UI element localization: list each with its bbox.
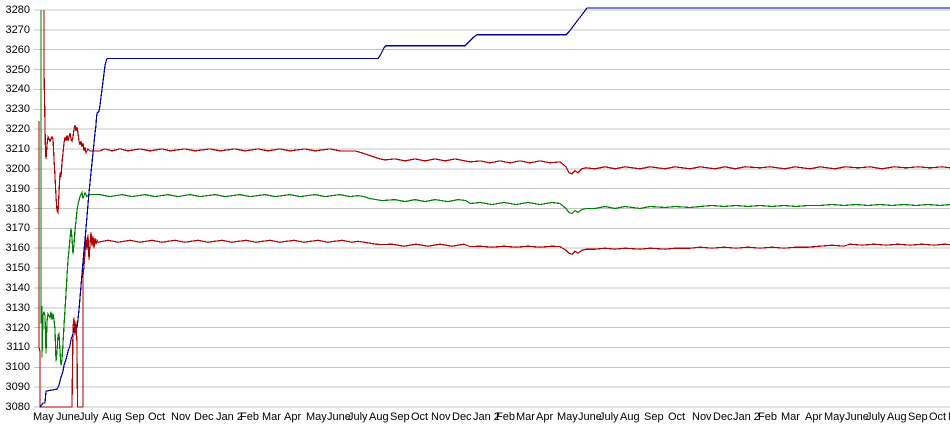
- x-tick-label: Dec: [194, 411, 214, 423]
- y-tick-label: 3230: [5, 103, 30, 116]
- x-tick-label: Aug: [887, 411, 907, 423]
- y-tick-label: 3080: [5, 401, 30, 413]
- y-tick-label: 3090: [5, 381, 30, 394]
- y-tick-label: 3210: [5, 142, 30, 155]
- x-tick-label: Sep: [125, 411, 145, 423]
- x-tick-label: Nov: [692, 411, 712, 423]
- series-green-line: [40, 10, 950, 366]
- x-tick-label: Aug: [369, 411, 389, 423]
- gridlines: [34, 9, 950, 408]
- y-tick-label: 3250: [5, 63, 30, 76]
- series-blue-stepped-line: [39, 7, 950, 408]
- x-tick-label: Apr: [536, 411, 554, 423]
- x-tick-label: July: [866, 411, 886, 423]
- x-tick-label: Sep: [390, 411, 410, 423]
- y-tick-label: 3140: [5, 281, 30, 294]
- x-tick-label: Sep: [908, 411, 928, 423]
- x-tick-label: Jan 2: [733, 411, 760, 423]
- x-tick-label: Aug: [102, 411, 122, 423]
- x-tick-label: Feb: [496, 411, 515, 423]
- x-tick-label: Oct: [929, 411, 947, 423]
- x-tick-label: July: [599, 411, 619, 423]
- x-tick-label: May: [33, 411, 54, 423]
- y-tick-label: 3150: [5, 262, 30, 275]
- x-tick-label: Nov: [948, 411, 950, 423]
- x-tick-label: Sep: [644, 411, 664, 423]
- y-tick-label: 3280: [5, 4, 30, 16]
- x-tick-label: July: [79, 411, 99, 423]
- x-tick-label: June: [327, 411, 351, 423]
- x-tick-label: Mar: [262, 411, 281, 423]
- x-tick-label: Oct: [411, 411, 429, 423]
- x-tick-label: June: [845, 411, 869, 423]
- y-tick-label: 3240: [5, 83, 30, 96]
- y-tick-label: 3100: [5, 361, 30, 374]
- x-tick-label: May: [824, 411, 845, 423]
- series-lines: [38, 7, 950, 408]
- x-tick-label: Jan 2: [473, 411, 500, 423]
- x-tick-label: Apr: [805, 411, 823, 423]
- x-tick-label: Feb: [758, 411, 777, 423]
- x-tick-label: May: [306, 411, 327, 423]
- x-tick-label: Nov: [171, 411, 191, 423]
- x-tick-label: July: [348, 411, 368, 423]
- x-tick-label: Dec: [713, 411, 733, 423]
- x-tick-label: Mar: [781, 411, 800, 423]
- y-tick-label: 3110: [6, 341, 30, 354]
- x-tick-label: Dec: [452, 411, 472, 423]
- series-lower-dark-red-line: [38, 121, 950, 408]
- x-tick-label: Nov: [431, 411, 451, 423]
- y-tick-label: 3260: [5, 43, 30, 56]
- x-tick-label: Oct: [668, 411, 686, 423]
- x-tick-label: Apr: [284, 411, 302, 423]
- y-tick-label: 3220: [5, 123, 30, 136]
- y-tick-label: 3160: [5, 242, 30, 255]
- x-tick-label: Oct: [148, 411, 166, 423]
- y-tick-label: 3270: [5, 23, 30, 36]
- y-tick-label: 3190: [5, 182, 30, 195]
- y-tick-label: 3130: [5, 301, 30, 314]
- x-tick-label: May: [557, 411, 578, 423]
- x-tick-label: June: [578, 411, 602, 423]
- x-tick-label: June: [56, 411, 80, 423]
- x-tick-label: Aug: [620, 411, 640, 423]
- x-tick-label: Feb: [240, 411, 259, 423]
- y-tick-label: 3120: [5, 321, 30, 334]
- y-tick-label: 3170: [5, 222, 30, 235]
- y-tick-label: 3200: [5, 162, 30, 175]
- x-tick-label: Mar: [516, 411, 535, 423]
- series-upper-dark-red-line: [43, 10, 950, 215]
- x-tick-label: Jan 2: [216, 411, 243, 423]
- y-tick-label: 3180: [5, 202, 30, 215]
